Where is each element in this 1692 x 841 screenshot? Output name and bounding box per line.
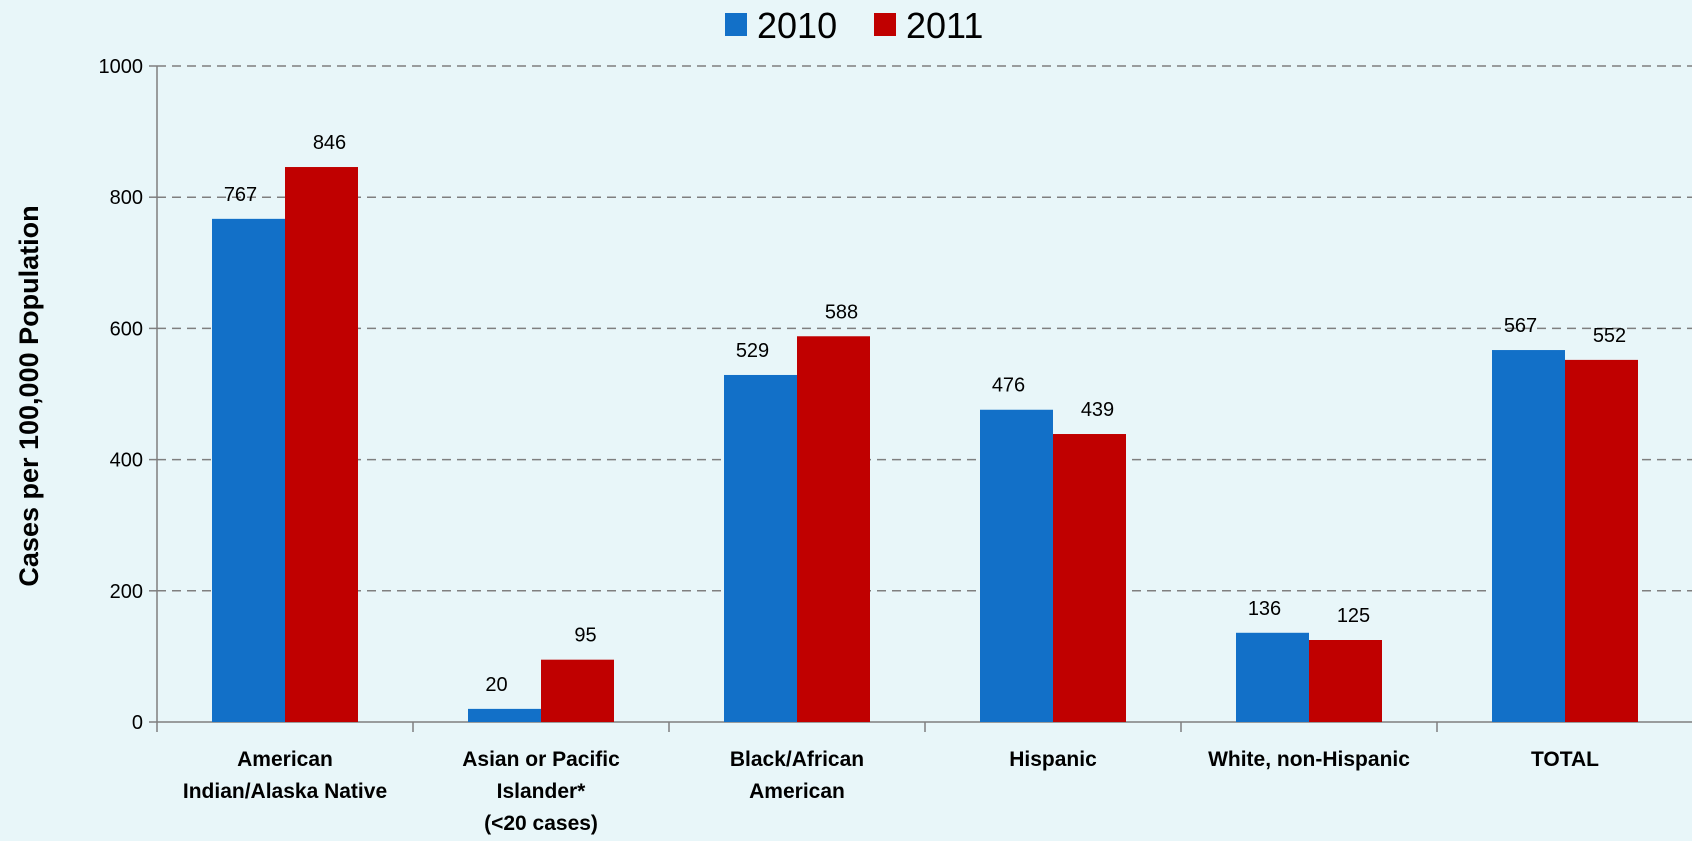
bar-2011 (285, 167, 358, 723)
bar-2011 (1309, 640, 1382, 722)
bar-2011 (797, 336, 870, 722)
y-tick-label: 600 (110, 318, 143, 340)
gridlines (157, 65, 1692, 592)
y-tick-label: 1000 (99, 56, 144, 78)
bar-2010 (212, 218, 285, 722)
category-label-line: White, non-Hispanic (1208, 748, 1410, 771)
category-label: White, non-Hispanic (1208, 748, 1410, 771)
category-label: Black/African American (730, 748, 864, 803)
y-axis-title: Cases per 100,000 Population (14, 205, 44, 586)
category-label-line: TOTAL (1531, 748, 1599, 771)
category-label-line: American (749, 780, 845, 803)
legend-label: 2010 (757, 5, 837, 46)
legend: 2010 2011 (725, 5, 983, 46)
category-label: American Indian/Alaska Native (183, 748, 387, 803)
data-label: 552 (1593, 325, 1626, 347)
category-label-line: Asian or Pacific (462, 748, 620, 771)
y-tick-label: 800 (110, 187, 143, 209)
category-label: Asian or Pacific Islander* (<20 cases) (462, 748, 620, 835)
category-label: Hispanic (1009, 748, 1097, 771)
data-label: 95 (574, 625, 596, 647)
bar-2011 (1565, 359, 1638, 722)
legend-swatch-2010 (725, 13, 747, 36)
bar-2010 (1492, 350, 1565, 722)
y-axis-ticks: 0 200 400 600 800 1000 (99, 56, 157, 734)
category-label-line: (<20 cases) (484, 812, 598, 835)
data-label: 476 (992, 375, 1025, 397)
x-axis-categories: American Indian/Alaska Native Asian or Pac… (183, 748, 1599, 835)
bar-2011 (1053, 434, 1126, 722)
y-tick-label: 200 (110, 581, 143, 603)
bar-2011 (541, 659, 614, 722)
axes (156, 66, 1692, 732)
y-tick-label: 400 (110, 450, 143, 472)
data-label: 125 (1337, 605, 1370, 627)
data-label: 767 (224, 184, 257, 206)
data-label: 567 (1504, 315, 1537, 337)
category-label-line: Islander* (497, 780, 587, 803)
category-label-line: Hispanic (1009, 748, 1097, 771)
bar-2010 (724, 374, 797, 722)
data-label: 439 (1081, 399, 1114, 421)
bar-2010 (980, 409, 1053, 722)
legend-label: 2011 (906, 5, 983, 46)
category-label-line: Indian/Alaska Native (183, 780, 387, 803)
bar-2010 (1236, 632, 1309, 722)
bar-2010 (468, 708, 541, 722)
data-label: 20 (485, 674, 507, 696)
category-label-line: Black/African (730, 748, 864, 771)
category-label: TOTAL (1531, 748, 1599, 771)
bars (212, 167, 1638, 723)
data-label: 136 (1248, 598, 1281, 620)
y-tick-label: 0 (132, 712, 143, 734)
category-label-line: American (237, 748, 333, 771)
legend-swatch-2011 (874, 13, 896, 36)
data-label: 529 (736, 340, 769, 362)
data-labels: 767 846 20 95 529 588 476 439 136 125 567 552 (224, 132, 1626, 696)
data-label: 588 (825, 301, 858, 323)
data-label: 846 (313, 132, 346, 154)
